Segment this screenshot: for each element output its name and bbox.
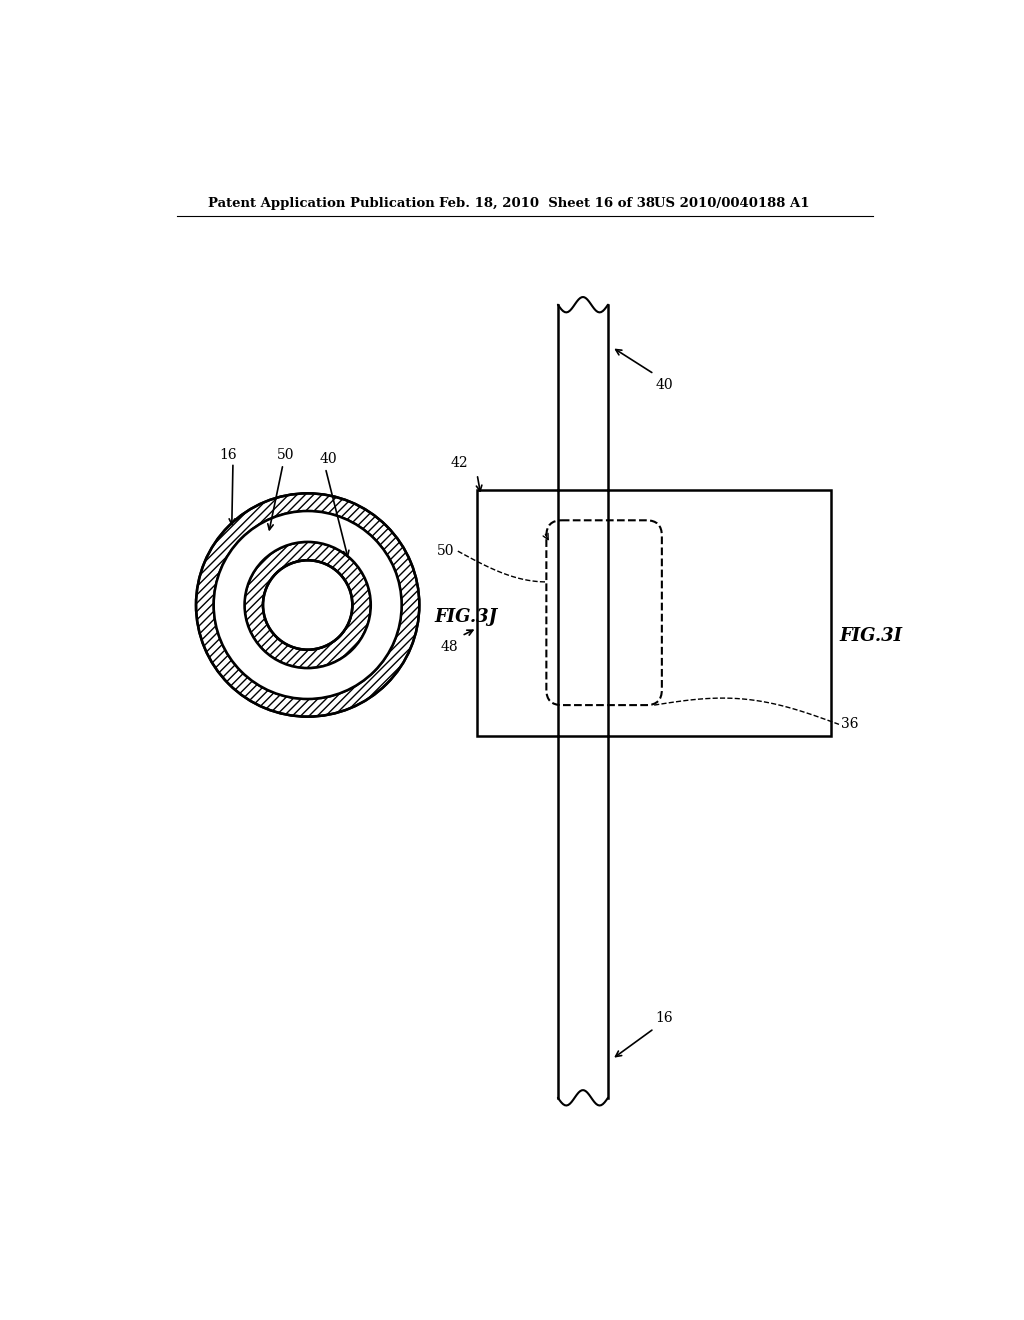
FancyBboxPatch shape [547,520,662,705]
Text: Patent Application Publication: Patent Application Publication [208,197,434,210]
Text: 48: 48 [440,640,458,653]
Text: US 2010/0040188 A1: US 2010/0040188 A1 [654,197,810,210]
Text: 50: 50 [276,447,294,462]
Text: 40: 40 [319,451,337,466]
Text: 40: 40 [655,378,674,392]
Circle shape [263,560,352,649]
Text: 16: 16 [219,447,237,462]
Text: FIG.3J: FIG.3J [435,607,498,626]
Text: 16: 16 [655,1011,674,1024]
Text: 50: 50 [436,544,454,558]
Text: Feb. 18, 2010  Sheet 16 of 38: Feb. 18, 2010 Sheet 16 of 38 [438,197,654,210]
Text: 42: 42 [451,457,468,470]
Text: 36: 36 [841,717,858,731]
Wedge shape [245,543,371,668]
Wedge shape [214,511,401,700]
Wedge shape [196,494,419,717]
Text: FIG.3I: FIG.3I [839,627,902,644]
Bar [477,490,831,737]
